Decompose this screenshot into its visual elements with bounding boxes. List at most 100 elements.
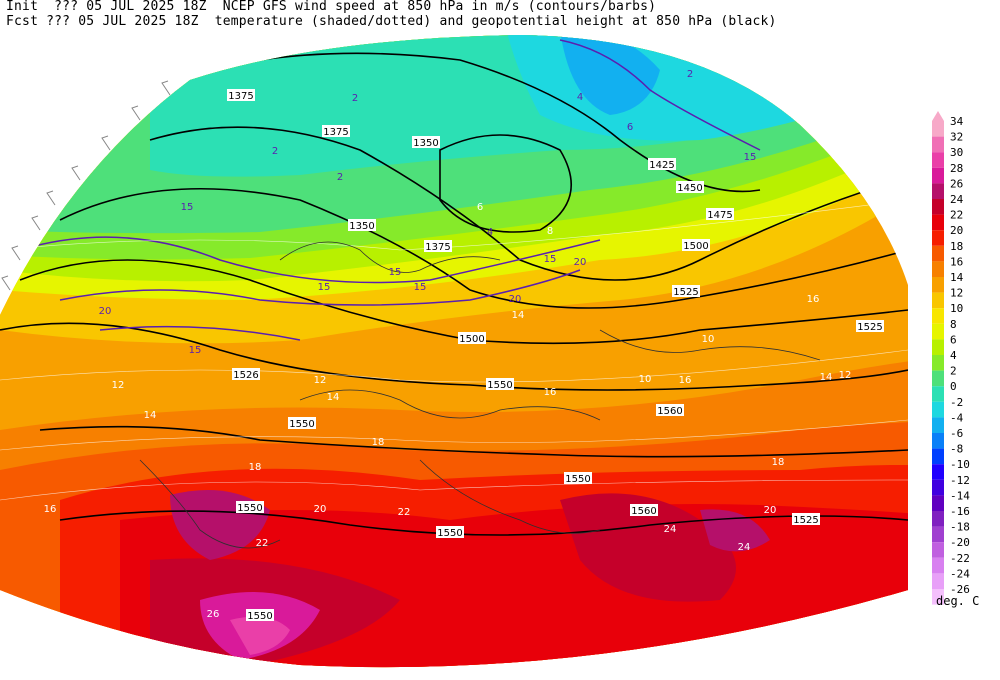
temp-label: 6 [477,202,483,213]
svg-text:1425: 1425 [649,160,674,171]
legend-arrow [932,111,944,121]
temp-label: 24 [738,542,751,553]
temp-label: 14 [512,310,525,321]
wind-label: 2 [687,69,693,80]
height-label-17: 1550 [236,501,264,514]
legend-swatch [932,323,944,340]
temp-label: 22 [398,507,411,518]
legend-label: 2 [950,365,957,378]
wind-label: 15 [744,152,757,163]
legend-swatch [932,355,944,371]
wind-label: 15 [189,345,202,356]
svg-text:1375: 1375 [323,127,348,138]
legend-label: 18 [950,240,963,253]
height-label-8: 1475 [706,208,734,221]
svg-text:1475: 1475 [707,210,732,221]
legend-label: 8 [950,318,957,331]
temp-label: 18 [372,437,385,448]
legend-swatch [932,261,944,277]
wind-label: 15 [389,267,402,278]
svg-text:1350: 1350 [349,221,374,232]
legend-label: 24 [950,193,964,206]
temp-label: 8 [547,226,553,237]
wind-label: 2 [352,93,358,104]
svg-text:1500: 1500 [683,241,708,252]
wind-label: 4 [487,227,493,238]
svg-text:1560: 1560 [657,406,682,417]
height-label-11: 1500 [458,332,486,345]
svg-text:1375: 1375 [425,242,450,253]
legend-swatch [932,277,944,293]
legend-swatch [932,479,944,496]
legend-label: -4 [950,411,964,424]
wind-label: 4 [577,92,583,103]
svg-text:1525: 1525 [673,287,698,298]
legend-swatch [932,308,944,324]
height-label-16: 1525 [792,513,820,526]
legend-label: 16 [950,255,963,268]
svg-text:1550: 1550 [237,503,262,514]
height-label-22: 1550 [486,378,514,391]
temp-label: 20 [314,504,327,515]
legend-swatch [932,245,944,262]
svg-text:1525: 1525 [857,322,882,333]
legend-swatch [932,401,944,418]
legend-label: 12 [950,287,963,300]
legend-label: 32 [950,131,963,144]
legend-swatch [932,511,944,527]
legend-swatch [932,557,944,574]
legend-label: 4 [950,349,957,362]
temp-label: 14 [327,392,340,403]
legend-label: -24 [950,567,970,580]
svg-text:1526: 1526 [233,370,258,381]
svg-text:1550: 1550 [437,528,462,539]
height-label-5: 1375 [424,240,452,253]
temp-label: 20 [764,505,777,516]
legend-label: 34 [950,115,964,128]
legend-swatch [932,448,944,465]
legend-swatch [932,167,944,184]
svg-text:1500: 1500 [459,334,484,345]
temp-label: 12 [839,370,852,381]
svg-text:1375: 1375 [228,91,253,102]
height-label-14: 1550 [288,417,316,430]
legend-label: 6 [950,333,957,346]
legend-label: 10 [950,302,963,315]
legend-swatch [932,542,944,558]
svg-text:1550: 1550 [289,419,314,430]
legend-swatch [932,136,944,153]
wind-label: 6 [627,122,633,133]
legend-swatch [932,152,944,168]
height-label-21: 1550 [246,609,274,622]
legend-swatch [932,339,944,355]
legend-label: -16 [950,505,970,518]
temp-label: 24 [664,524,677,535]
wind-label: 20 [99,306,112,317]
svg-text:1525: 1525 [793,515,818,526]
temp-label: 26 [207,609,220,620]
height-label-7: 1450 [676,181,704,194]
wind-label: 2 [272,146,278,157]
temp-label: 16 [679,375,692,386]
legend-swatch [932,417,944,433]
wind-label: 15 [181,202,194,213]
legend-swatch [932,370,944,387]
legend-label: 28 [950,162,963,175]
height-label-13: 1525 [856,320,884,333]
legend-swatch [932,292,944,309]
legend-label: 0 [950,380,957,393]
legend-label: 26 [950,177,963,190]
legend-label: -22 [950,552,970,565]
legend-label: -6 [950,427,963,440]
legend-swatch [932,199,944,215]
wind-label: 15 [318,282,331,293]
temp-label: 22 [256,538,269,549]
legend-swatch [932,464,944,480]
legend-swatch [932,386,944,402]
legend-label: -20 [950,536,970,549]
height-label-20: 1550 [564,472,592,485]
legend-label: -26 [950,583,970,596]
height-label-1: 1375 [227,89,255,102]
temp-label: 14 [820,372,833,383]
